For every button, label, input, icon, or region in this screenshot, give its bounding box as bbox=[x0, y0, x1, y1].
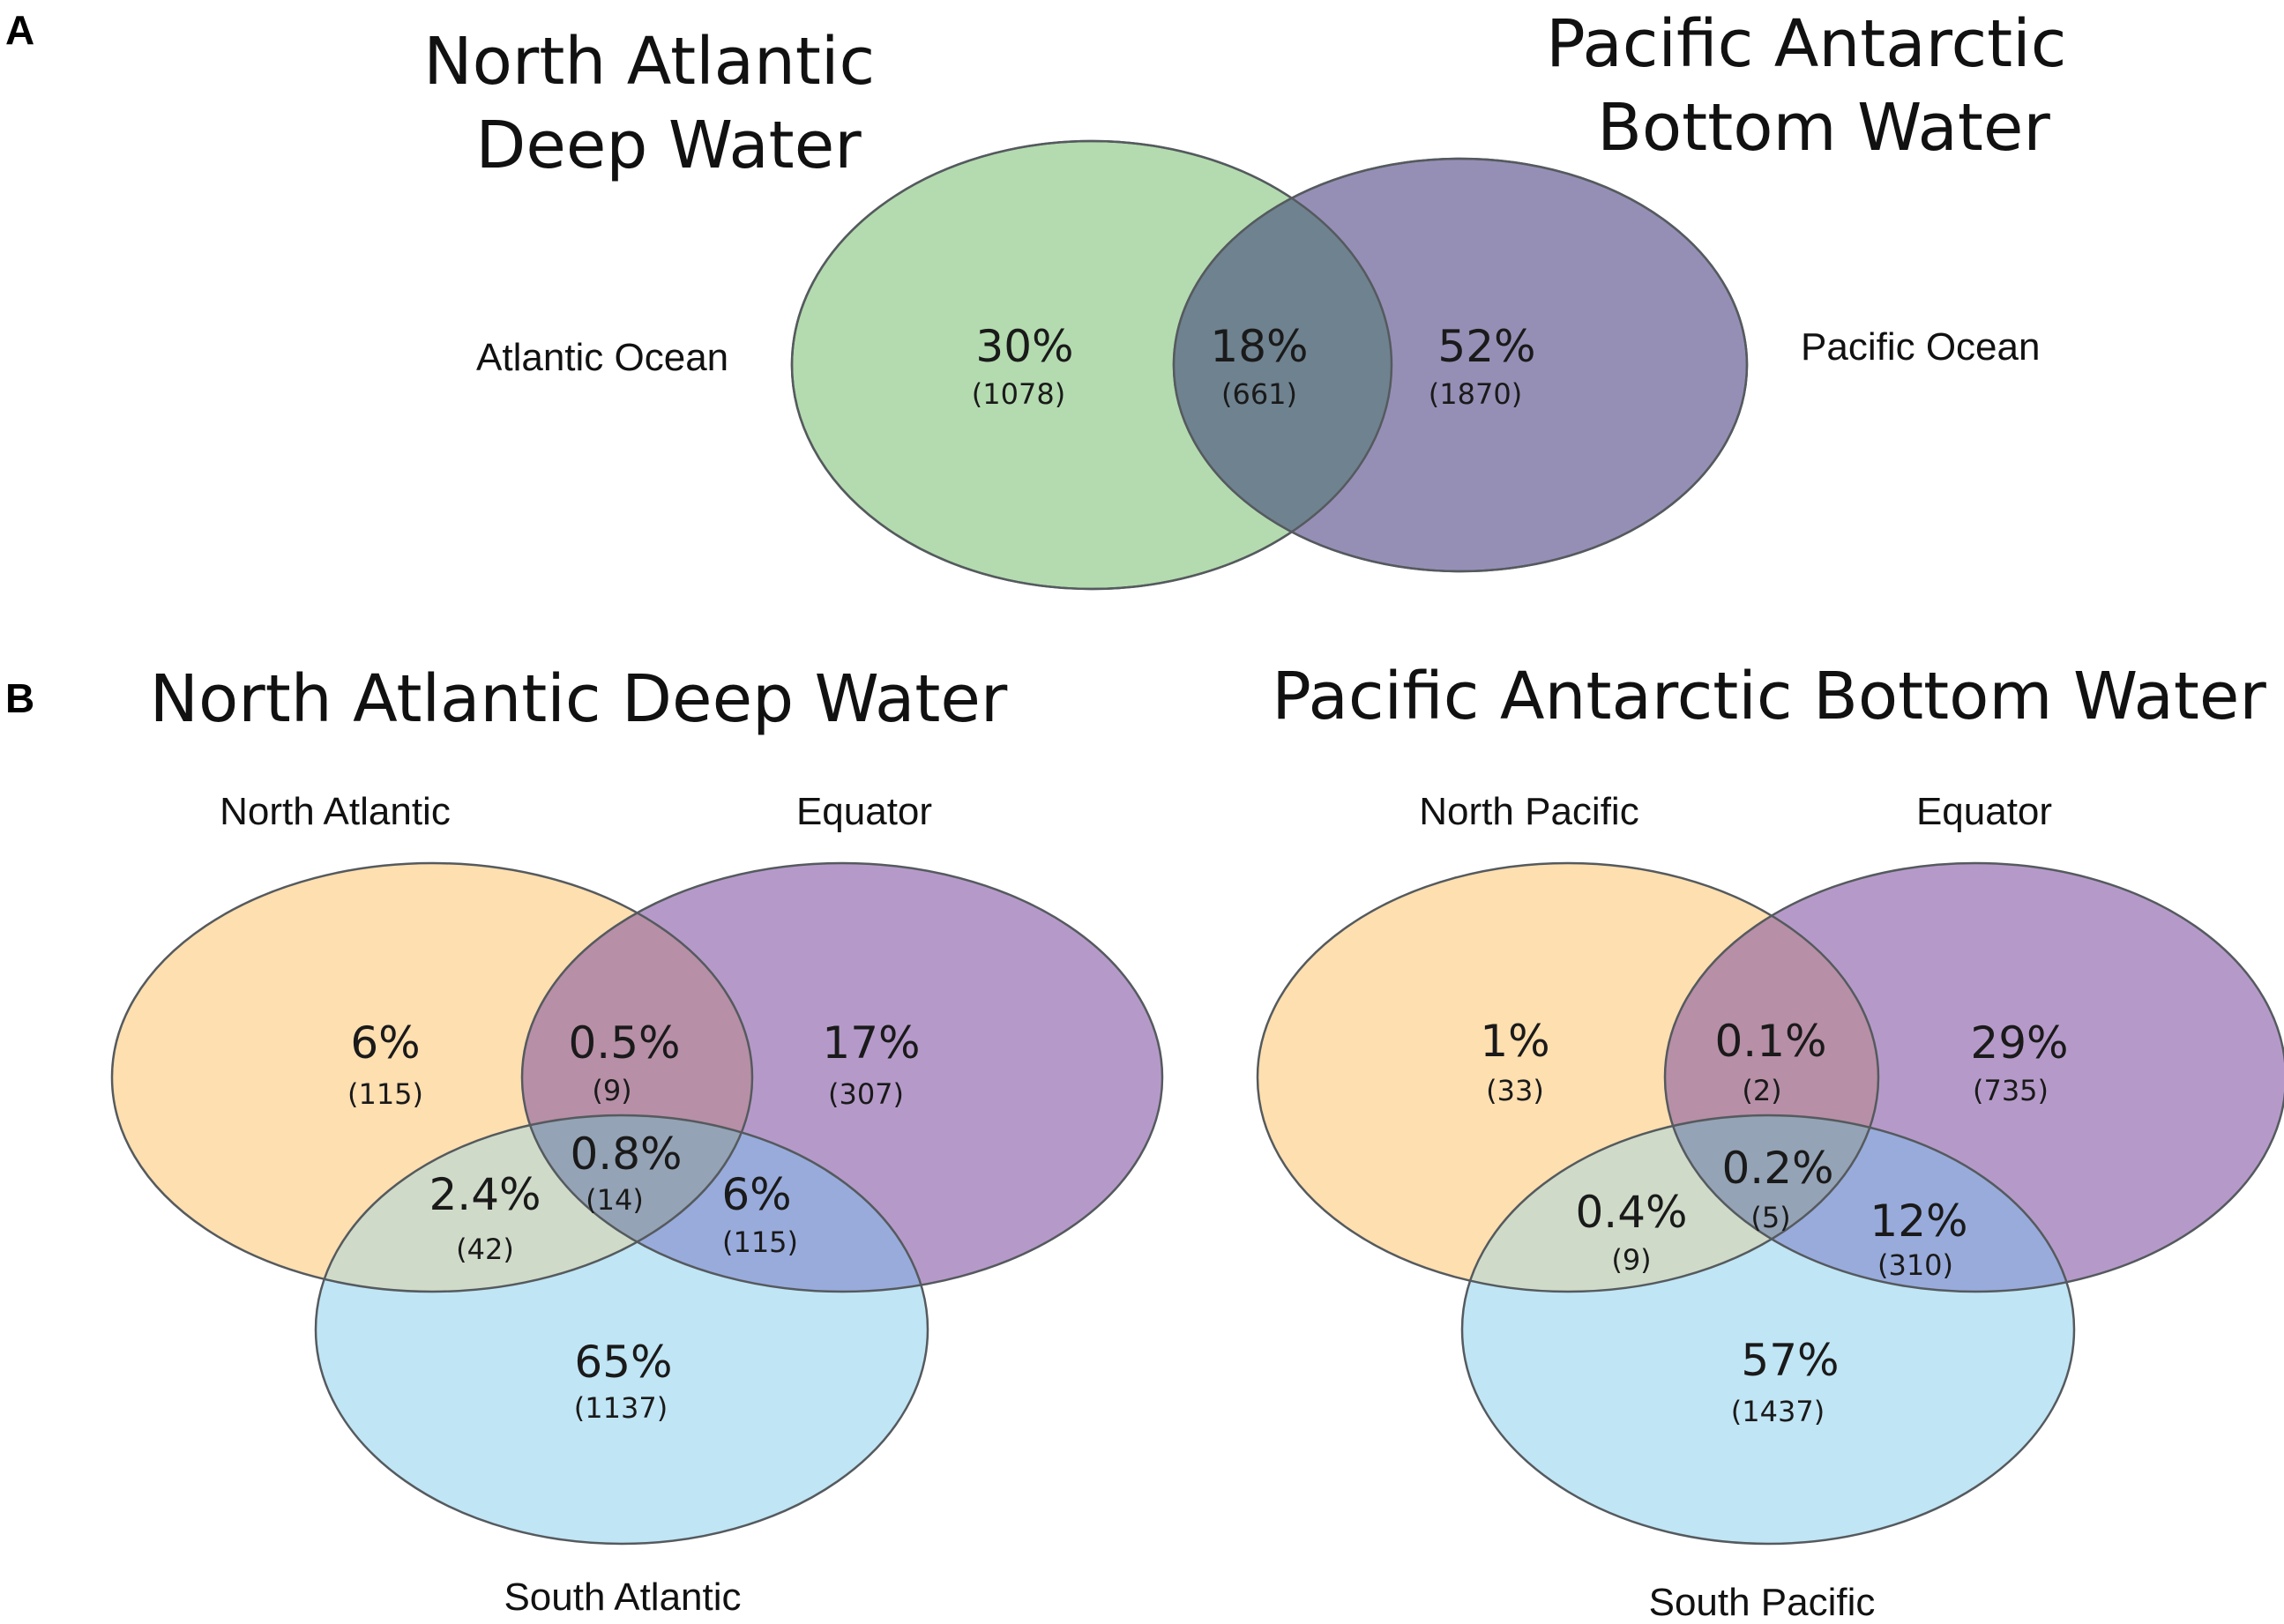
atlantic-ocean-label: Atlantic Ocean bbox=[476, 336, 728, 379]
region-equator-only: 29% (735) bbox=[1970, 1017, 2068, 1107]
region-percent: 0.4% bbox=[1575, 1187, 1687, 1238]
region-shared: 18% (661) bbox=[1210, 321, 1308, 411]
region-percent: 52% bbox=[1437, 321, 1535, 372]
north-south-fill bbox=[316, 1115, 752, 1292]
region-percent: 29% bbox=[1970, 1017, 2068, 1069]
region-equator-south: 12% (310) bbox=[1870, 1196, 1967, 1282]
region-north-only: 1% (33) bbox=[1480, 1016, 1549, 1107]
region-atlantic-only: 30% (1078) bbox=[972, 321, 1074, 411]
region-count: (735) bbox=[1973, 1074, 2049, 1107]
region-pacific-only: 52% (1870) bbox=[1429, 321, 1536, 411]
region-percent: 0.1% bbox=[1714, 1016, 1826, 1067]
region-all-three: 0.8% (14) bbox=[570, 1129, 682, 1217]
panel-a-title-left: North Atlantic Deep Water bbox=[423, 24, 895, 183]
region-percent: 57% bbox=[1741, 1335, 1839, 1386]
south-circle-outline bbox=[314, 1114, 929, 1546]
diagram-title: North Atlantic Deep Water bbox=[150, 661, 1008, 737]
region-percent: 30% bbox=[975, 321, 1073, 372]
panel-a: A North Atlantic Deep Water Pacific Anta… bbox=[5, 6, 2087, 591]
region-count: (42) bbox=[456, 1233, 514, 1266]
atlantic-ocean-outline bbox=[790, 139, 1393, 591]
set-label-south-pacific: South Pacific bbox=[1649, 1581, 1876, 1624]
region-count: (2) bbox=[1742, 1074, 1781, 1107]
venn-north-atlantic-deep-water: North Atlantic Deep Water North Atlantic… bbox=[110, 661, 1164, 1619]
region-north-south: 2.4% (42) bbox=[429, 1169, 541, 1266]
north-circle-outline bbox=[1256, 861, 1880, 1293]
panel-a-letter: A bbox=[5, 7, 34, 53]
region-equator-only: 17% (307) bbox=[822, 1017, 920, 1111]
region-percent: 12% bbox=[1870, 1196, 1967, 1247]
region-percent: 0.8% bbox=[570, 1129, 682, 1180]
set-label-equator: Equator bbox=[1916, 790, 2052, 833]
region-percent: 18% bbox=[1210, 321, 1308, 372]
panel-b: B North Atlantic Deep Water North Atlant… bbox=[5, 659, 2284, 1624]
set-label-equator: Equator bbox=[796, 790, 932, 833]
equator-south-fill bbox=[1665, 1115, 2074, 1292]
north-circle-outline bbox=[110, 861, 754, 1293]
region-count: (9) bbox=[592, 1074, 631, 1107]
south-circle-outline bbox=[1460, 1114, 2076, 1546]
region-count: (5) bbox=[1750, 1201, 1790, 1234]
region-north-equator: 0.5% (9) bbox=[568, 1017, 680, 1107]
region-percent: 17% bbox=[822, 1017, 920, 1069]
north-south-fill bbox=[1462, 1115, 1878, 1292]
region-percent: 65% bbox=[574, 1337, 672, 1388]
region-count: (310) bbox=[1877, 1248, 1953, 1282]
region-south-only: 65% (1137) bbox=[574, 1337, 673, 1425]
equator-circle-outline bbox=[1663, 861, 2284, 1293]
region-percent: 0.5% bbox=[568, 1017, 680, 1069]
region-north-south: 0.4% (9) bbox=[1575, 1187, 1687, 1277]
shared-region bbox=[1174, 159, 1392, 571]
equator-south-fill bbox=[522, 1115, 928, 1292]
diagram-title: Pacific Antarctic Bottom Water bbox=[1272, 659, 2266, 734]
region-count: (661) bbox=[1221, 377, 1297, 411]
panel-a-title-right: Pacific Antarctic Bottom Water bbox=[1546, 6, 2087, 166]
region-percent: 0.2% bbox=[1721, 1143, 1833, 1194]
region-count: (33) bbox=[1486, 1074, 1544, 1107]
region-count: (1137) bbox=[574, 1391, 668, 1425]
region-count: (115) bbox=[347, 1077, 423, 1111]
set-label-north-atlantic: North Atlantic bbox=[220, 790, 451, 833]
panel-b-letter: B bbox=[5, 675, 34, 721]
region-count: (1078) bbox=[972, 377, 1065, 411]
set-label-north-pacific: North Pacific bbox=[1419, 790, 1638, 833]
set-label-south-atlantic: South Atlantic bbox=[504, 1576, 741, 1619]
region-percent: 6% bbox=[721, 1169, 791, 1220]
region-percent: 2.4% bbox=[429, 1169, 541, 1220]
equator-circle-outline bbox=[520, 861, 1164, 1293]
region-count: (307) bbox=[828, 1077, 904, 1111]
region-all-three: 0.2% (5) bbox=[1721, 1143, 1833, 1234]
pacific-ocean-label: Pacific Ocean bbox=[1801, 325, 2040, 369]
pacific-ocean-outline bbox=[1172, 157, 1749, 573]
region-equator-south: 6% (115) bbox=[721, 1169, 798, 1259]
region-count: (1870) bbox=[1429, 377, 1522, 411]
region-count: (115) bbox=[722, 1225, 798, 1259]
region-north-only: 6% (115) bbox=[347, 1017, 423, 1111]
venn-pacific-antarctic-bottom-water: Pacific Antarctic Bottom Water North Pac… bbox=[1256, 659, 2284, 1624]
region-north-equator: 0.1% (2) bbox=[1714, 1016, 1826, 1107]
region-percent: 6% bbox=[350, 1017, 420, 1069]
region-count: (9) bbox=[1611, 1243, 1651, 1277]
region-south-only: 57% (1437) bbox=[1731, 1335, 1840, 1428]
region-percent: 1% bbox=[1480, 1016, 1549, 1067]
region-count: (14) bbox=[586, 1183, 644, 1217]
region-count: (1437) bbox=[1731, 1395, 1825, 1428]
